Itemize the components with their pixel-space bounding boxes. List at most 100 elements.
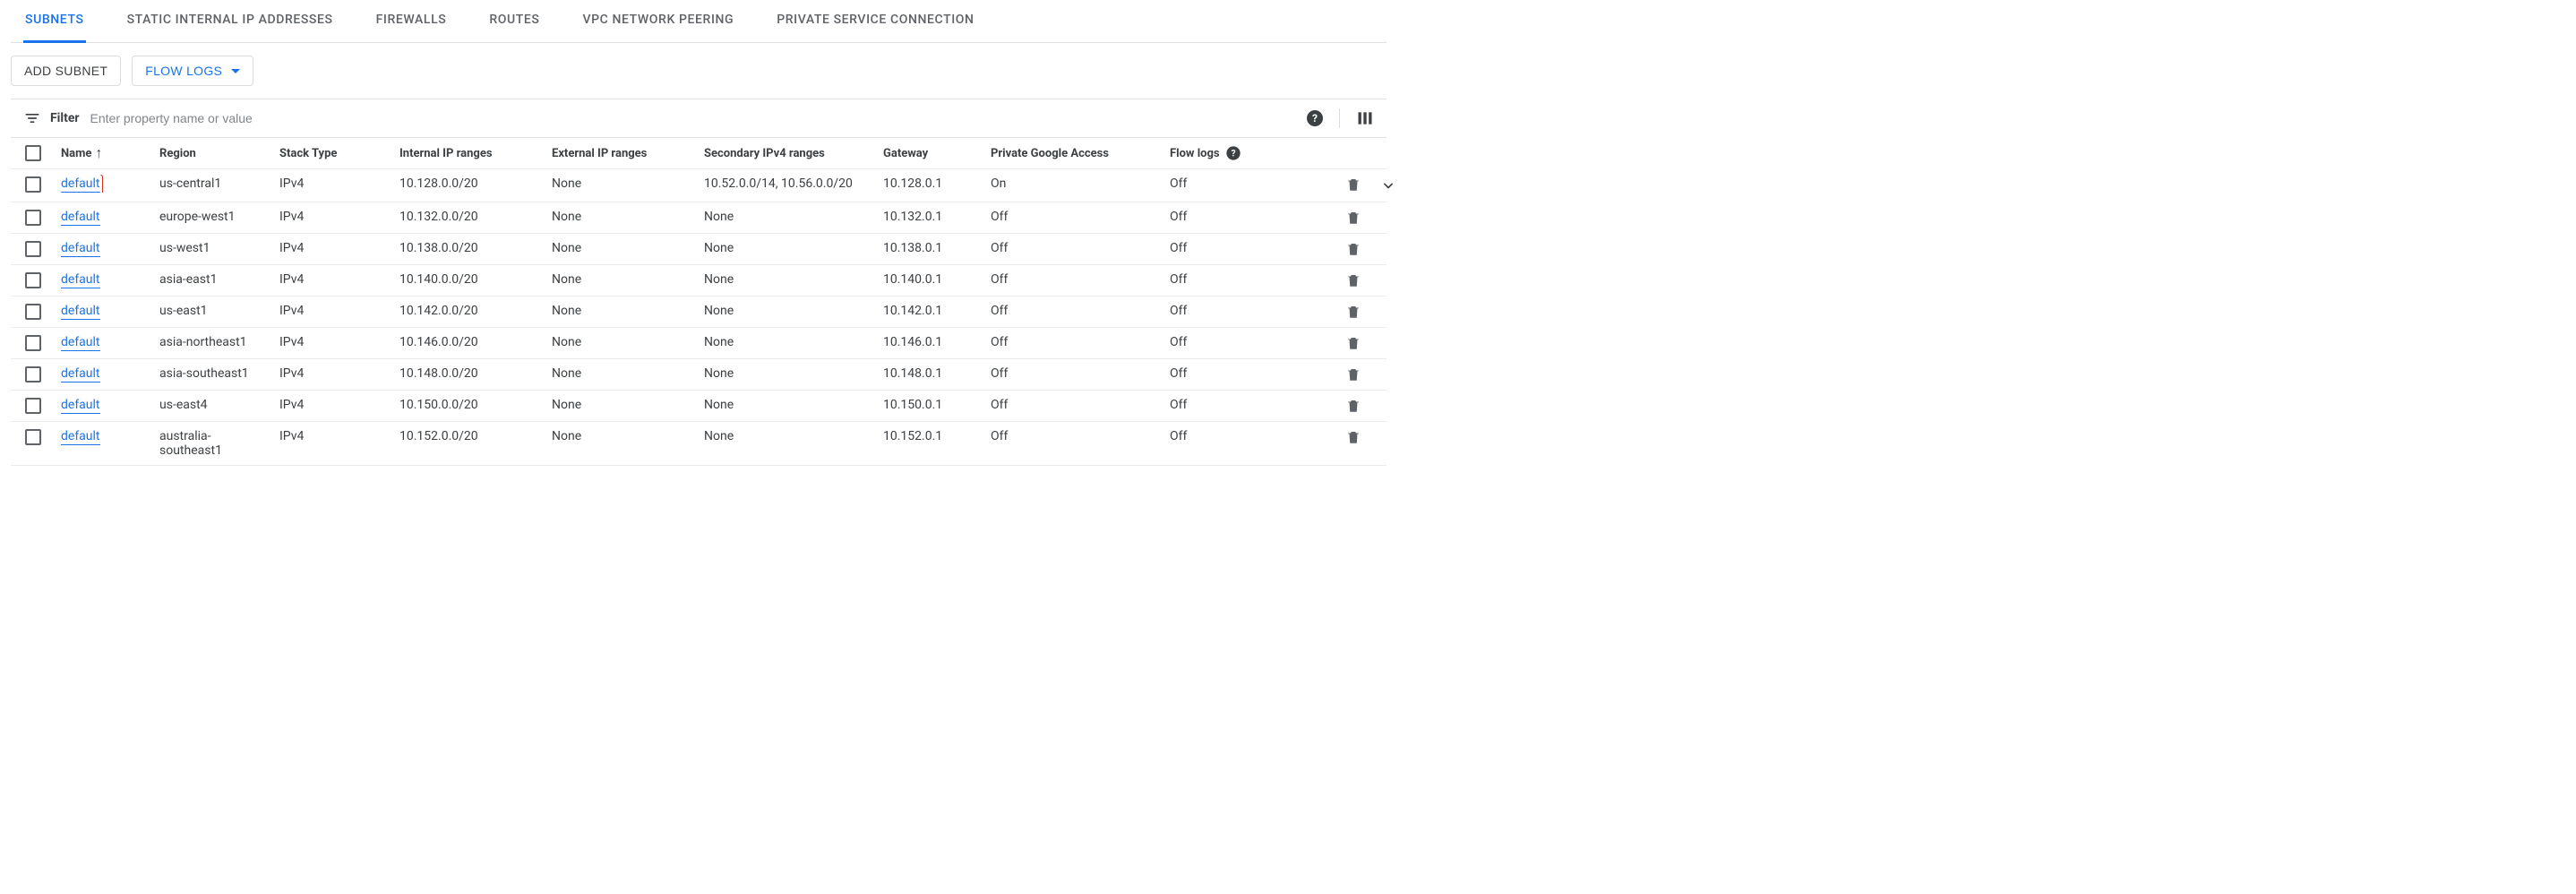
external-ip-value: None [552, 302, 704, 320]
filter-input[interactable] [89, 110, 1307, 126]
row-checkbox[interactable] [25, 398, 41, 414]
region-value: us-west1 [159, 241, 258, 255]
tab-firewalls[interactable]: FIREWALLS [374, 0, 449, 43]
chevron-down-icon [231, 69, 240, 73]
external-ip-value: None [552, 333, 704, 351]
flow-logs-label: FLOW LOGS [145, 64, 222, 78]
row-checkbox[interactable] [25, 366, 41, 383]
column-header-pga[interactable]: Private Google Access [991, 145, 1170, 162]
subnet-name-link[interactable]: default [61, 272, 100, 288]
delete-icon[interactable] [1345, 429, 1361, 445]
region-value: europe-west1 [159, 210, 258, 224]
row-checkbox[interactable] [25, 429, 41, 445]
tab-subnets[interactable]: SUBNETS [23, 0, 86, 43]
tab-routes[interactable]: ROUTES [487, 0, 541, 43]
secondary-ipv4-value: None [704, 271, 883, 288]
delete-icon[interactable] [1345, 366, 1361, 383]
row-checkbox[interactable] [25, 304, 41, 320]
column-display-icon[interactable] [1356, 109, 1374, 127]
table-header: Name ↑ Region Stack Type Internal IP ran… [11, 138, 1387, 169]
subnet-name-link[interactable]: default [61, 210, 100, 226]
tab-static-internal-ip-addresses[interactable]: STATIC INTERNAL IP ADDRESSES [125, 0, 335, 43]
internal-ip-value: 10.148.0.0/20 [399, 365, 552, 383]
filter-icon[interactable] [23, 109, 41, 127]
column-header-internal-ip[interactable]: Internal IP ranges [399, 145, 552, 162]
delete-icon[interactable] [1345, 272, 1361, 288]
internal-ip-value: 10.138.0.0/20 [399, 239, 552, 257]
region-value: australia-southeast1 [159, 429, 258, 458]
flow-logs-value: Off [1170, 396, 1295, 414]
gateway-value: 10.128.0.1 [883, 175, 991, 193]
row-checkbox[interactable] [25, 335, 41, 351]
external-ip-value: None [552, 239, 704, 257]
region-value: us-east4 [159, 398, 258, 412]
stack-type-value: IPv4 [279, 208, 399, 226]
tab-vpc-network-peering[interactable]: VPC NETWORK PEERING [580, 0, 735, 43]
external-ip-value: None [552, 427, 704, 445]
column-header-secondary-ipv4[interactable]: Secondary IPv4 ranges [704, 145, 883, 162]
column-header-external-ip[interactable]: External IP ranges [552, 145, 704, 162]
subnets-table: Name ↑ Region Stack Type Internal IP ran… [11, 138, 1387, 466]
help-icon[interactable]: ? [1226, 146, 1240, 159]
add-subnet-label: ADD SUBNET [24, 64, 107, 78]
subnet-name-link[interactable]: default [61, 176, 100, 193]
stack-type-value: IPv4 [279, 302, 399, 320]
table-row: defaultus-west1IPv410.138.0.0/20NoneNone… [11, 234, 1387, 265]
subnet-name-link[interactable]: default [61, 335, 100, 351]
internal-ip-value: 10.142.0.0/20 [399, 302, 552, 320]
row-checkbox[interactable] [25, 210, 41, 226]
delete-icon[interactable] [1345, 304, 1361, 320]
stack-type-value: IPv4 [279, 239, 399, 257]
row-checkbox[interactable] [25, 272, 41, 288]
delete-icon[interactable] [1345, 335, 1361, 351]
column-header-name[interactable]: Name ↑ [61, 144, 159, 162]
delete-icon[interactable] [1345, 210, 1361, 226]
table-row: defaulteurope-west1IPv410.132.0.0/20None… [11, 202, 1387, 234]
pga-value: Off [991, 271, 1170, 288]
delete-icon[interactable] [1345, 241, 1361, 257]
subnet-name-link[interactable]: default [61, 241, 100, 257]
subnet-name-link[interactable]: default [61, 429, 100, 445]
delete-icon[interactable] [1345, 398, 1361, 414]
flow-logs-value: Off [1170, 175, 1295, 193]
stack-type-value: IPv4 [279, 365, 399, 383]
external-ip-value: None [552, 271, 704, 288]
external-ip-value: None [552, 365, 704, 383]
internal-ip-value: 10.152.0.0/20 [399, 427, 552, 445]
gateway-value: 10.142.0.1 [883, 302, 991, 320]
add-subnet-button[interactable]: ADD SUBNET [11, 56, 121, 86]
secondary-ipv4-value: None [704, 239, 883, 257]
internal-ip-value: 10.146.0.0/20 [399, 333, 552, 351]
stack-type-value: IPv4 [279, 396, 399, 414]
toolbar: ADD SUBNET FLOW LOGS [11, 43, 1387, 99]
column-header-stack-type[interactable]: Stack Type [279, 145, 399, 162]
tab-private-service-connection[interactable]: PRIVATE SERVICE CONNECTION [775, 0, 975, 43]
select-all-checkbox[interactable] [25, 145, 41, 161]
subnet-name-link[interactable]: default [61, 304, 100, 320]
column-header-gateway[interactable]: Gateway [883, 145, 991, 162]
row-checkbox[interactable] [25, 241, 41, 257]
gateway-value: 10.148.0.1 [883, 365, 991, 383]
internal-ip-value: 10.128.0.0/20 [399, 175, 552, 193]
flow-logs-value: Off [1170, 333, 1295, 351]
subnet-name-link[interactable]: default [61, 398, 100, 414]
divider [1339, 108, 1340, 128]
row-checkbox[interactable] [25, 176, 41, 193]
secondary-ipv4-value: None [704, 302, 883, 320]
secondary-ipv4-value: None [704, 208, 883, 226]
flow-logs-value: Off [1170, 302, 1295, 320]
flow-logs-dropdown[interactable]: FLOW LOGS [132, 56, 253, 86]
flow-logs-value: Off [1170, 208, 1295, 226]
flow-logs-value: Off [1170, 271, 1295, 288]
help-icon[interactable]: ? [1307, 110, 1323, 126]
table-row: defaultus-east4IPv410.150.0.0/20NoneNone… [11, 391, 1387, 422]
tab-bar: SUBNETS STATIC INTERNAL IP ADDRESSES FIREW… [11, 0, 1387, 43]
delete-icon[interactable] [1345, 176, 1361, 193]
table-row: defaultasia-east1IPv410.140.0.0/20NoneNo… [11, 265, 1387, 297]
gateway-value: 10.140.0.1 [883, 271, 991, 288]
secondary-ipv4-value: 10.52.0.0/14, 10.56.0.0/20 [704, 175, 883, 193]
expand-row-icon[interactable] [1379, 176, 1397, 194]
column-header-region[interactable]: Region [159, 145, 279, 162]
column-header-flow-logs[interactable]: Flow logs ? [1170, 143, 1295, 163]
subnet-name-link[interactable]: default [61, 366, 100, 383]
